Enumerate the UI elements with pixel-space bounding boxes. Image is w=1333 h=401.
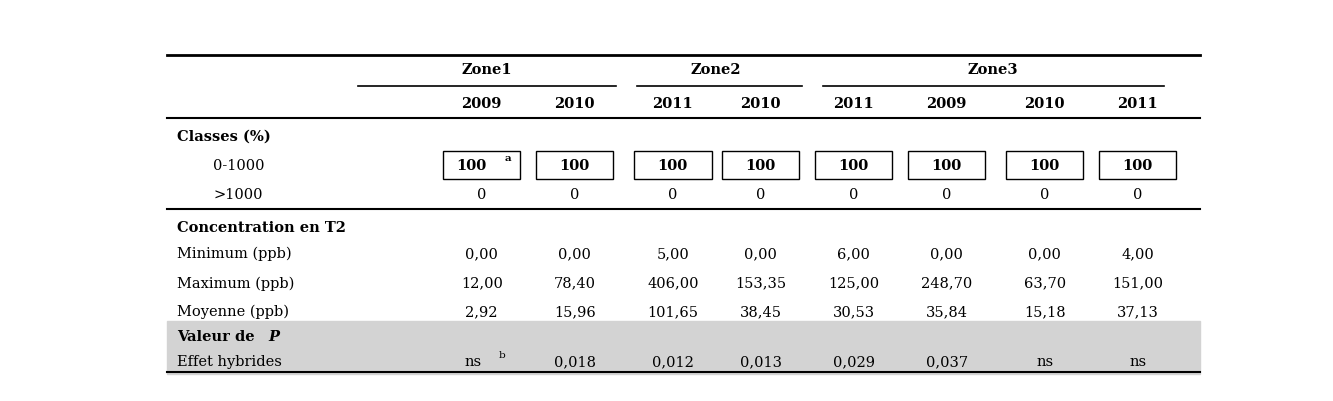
Text: 0,037: 0,037: [925, 354, 968, 369]
Text: 2,92: 2,92: [465, 304, 499, 318]
Text: 0,013: 0,013: [740, 354, 781, 369]
Text: 0: 0: [756, 188, 765, 202]
Text: 2011: 2011: [1117, 97, 1158, 111]
Text: >1000: >1000: [213, 188, 263, 202]
Text: 248,70: 248,70: [921, 276, 972, 290]
Bar: [443, 152, 520, 179]
Text: 0,029: 0,029: [833, 354, 874, 369]
Text: 37,13: 37,13: [1117, 304, 1158, 318]
Text: 100: 100: [1029, 158, 1060, 172]
Text: 30,53: 30,53: [833, 304, 874, 318]
Bar: [1006, 152, 1084, 179]
Text: Moyenne (ppb): Moyenne (ppb): [177, 304, 289, 318]
Text: 100: 100: [657, 158, 688, 172]
Text: Effet hybrides: Effet hybrides: [177, 354, 281, 369]
Text: 406,00: 406,00: [647, 276, 698, 290]
Text: 2010: 2010: [1025, 97, 1065, 111]
Text: 100: 100: [745, 158, 776, 172]
Text: 4,00: 4,00: [1121, 247, 1154, 260]
Text: 35,84: 35,84: [925, 304, 968, 318]
Text: 2011: 2011: [652, 97, 693, 111]
Text: 0,018: 0,018: [553, 354, 596, 369]
Text: ns: ns: [465, 354, 483, 369]
Text: 38,45: 38,45: [740, 304, 781, 318]
Text: Zone1: Zone1: [461, 63, 512, 77]
Text: 0,012: 0,012: [652, 354, 693, 369]
Text: 63,70: 63,70: [1024, 276, 1066, 290]
Text: 100: 100: [838, 158, 869, 172]
Text: 2010: 2010: [740, 97, 781, 111]
Text: ns: ns: [1129, 354, 1146, 369]
Text: 100: 100: [932, 158, 961, 172]
Bar: [722, 152, 800, 179]
Text: 151,00: 151,00: [1112, 276, 1164, 290]
Text: 2011: 2011: [833, 97, 874, 111]
Text: 78,40: 78,40: [553, 276, 596, 290]
Text: 0: 0: [1133, 188, 1142, 202]
Text: 125,00: 125,00: [828, 276, 880, 290]
Text: 0,00: 0,00: [559, 247, 591, 260]
Text: 0: 0: [477, 188, 487, 202]
Text: b: b: [499, 350, 505, 359]
Text: Zone2: Zone2: [690, 63, 741, 77]
Text: Classes (%): Classes (%): [177, 129, 271, 143]
Text: 0: 0: [668, 188, 677, 202]
Text: 15,18: 15,18: [1024, 304, 1065, 318]
Text: 12,00: 12,00: [461, 276, 503, 290]
Text: Minimum (ppb): Minimum (ppb): [177, 246, 292, 261]
Text: 2010: 2010: [555, 97, 595, 111]
Text: 101,65: 101,65: [648, 304, 698, 318]
Text: 6,00: 6,00: [837, 247, 870, 260]
Text: 100: 100: [456, 158, 487, 172]
Text: 2009: 2009: [926, 97, 966, 111]
Bar: [167, 321, 1200, 374]
Text: Concentration en T2: Concentration en T2: [177, 220, 347, 234]
Text: 0,00: 0,00: [465, 247, 499, 260]
Text: Zone3: Zone3: [968, 63, 1018, 77]
Text: 0: 0: [849, 188, 858, 202]
Bar: [536, 152, 613, 179]
Bar: [908, 152, 985, 179]
Text: 0-1000: 0-1000: [213, 158, 265, 172]
Bar: [814, 152, 892, 179]
Text: 100: 100: [560, 158, 589, 172]
Text: 15,96: 15,96: [553, 304, 596, 318]
Text: 153,35: 153,35: [734, 276, 786, 290]
Text: 2009: 2009: [461, 97, 503, 111]
Text: 0,00: 0,00: [1028, 247, 1061, 260]
Text: 0,00: 0,00: [744, 247, 777, 260]
Text: Valeur de: Valeur de: [177, 329, 260, 343]
Text: a: a: [504, 153, 511, 162]
Text: ns: ns: [1036, 354, 1053, 369]
Text: 100: 100: [1122, 158, 1153, 172]
Text: P: P: [268, 329, 279, 343]
Text: 0: 0: [1040, 188, 1049, 202]
Text: Maximum (ppb): Maximum (ppb): [177, 275, 295, 290]
Text: 0: 0: [571, 188, 580, 202]
Bar: [635, 152, 712, 179]
Text: 0: 0: [942, 188, 952, 202]
Text: 5,00: 5,00: [656, 247, 689, 260]
Bar: [1098, 152, 1177, 179]
Text: 0,00: 0,00: [930, 247, 962, 260]
